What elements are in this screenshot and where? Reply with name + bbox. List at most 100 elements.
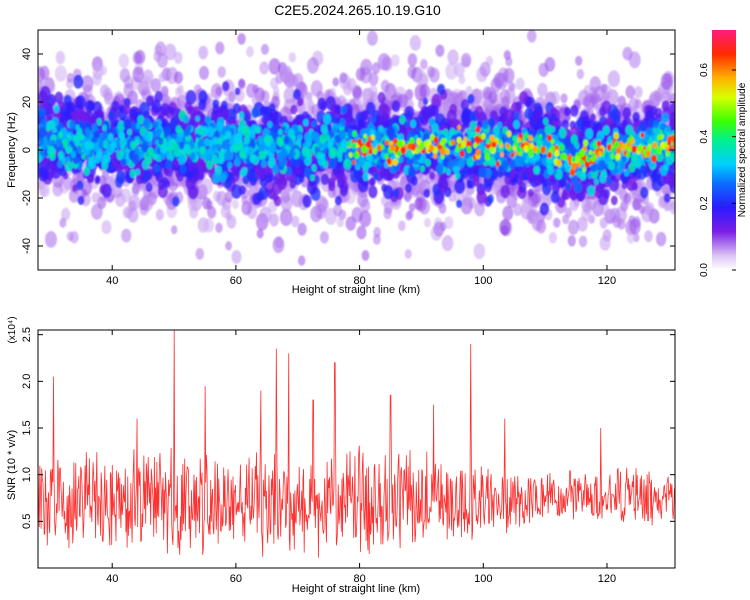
heatmap-cell [663,193,671,203]
heatmap-cell [623,193,632,204]
heatmap-cell [215,222,223,233]
heatmap-cell [173,71,183,84]
heatmap-cell [405,89,414,100]
heatmap-cell [39,65,50,80]
heatmap-cell [293,88,301,100]
heatmap-cell [333,203,343,217]
heatmap-cell [273,195,282,207]
heatmap-cell [128,194,141,211]
heatmap-cell [272,86,280,96]
heatmap-cell [243,113,250,122]
heatmap-cell [75,95,86,109]
heatmap-cell [40,183,51,198]
heatmap-cell [291,215,300,228]
heatmap-cell [160,103,170,116]
heatmap-cell [458,74,466,85]
heatmap-cell [123,104,131,115]
heatmap-cell [632,198,641,211]
heatmap-cell [391,100,401,113]
heatmap-cell [414,197,423,211]
heatmap-cell [268,58,281,75]
heatmap-cell [115,170,126,185]
heatmap-cell [581,197,592,213]
heatmap-cell [132,51,143,65]
heatmap-cell [579,110,589,123]
heatmap-cell [187,170,194,180]
heatmap-cell [476,190,487,204]
heatmap-cell [518,91,529,105]
heatmap-cell [73,74,84,89]
heatmap-cell [258,186,269,201]
heatmap-cell [626,232,635,244]
heatmap-cell [360,198,371,213]
heatmap-cell [472,176,480,187]
heatmap-cell [514,112,520,119]
heatmap-cell [473,243,486,260]
heatmap-cell [241,195,249,205]
heatmap-cell [467,94,475,104]
heatmap-cell [118,104,125,113]
heatmap-cell [272,180,283,195]
heatmap-cell [569,197,580,211]
heatmap-cell [474,105,484,119]
heatmap-cell [355,67,366,82]
heatmap-cell [358,98,368,112]
heatmap-cell [231,199,239,210]
heatmap-cell [96,118,102,126]
heatmap-cell [356,225,367,240]
heatmap-cell [198,90,208,104]
heatmap-cell [230,169,240,183]
heatmap-cell [246,83,257,98]
heatmap-cell [628,215,636,225]
heatmap-cell [504,109,514,123]
heatmap-cell [153,51,162,62]
heatmap-cell [444,216,454,230]
heatmap-cell [196,157,207,171]
heatmap-cell [215,86,223,97]
heatmap-cell [500,184,511,199]
heatmap-cell [550,190,560,204]
heatmap-cell [332,77,340,87]
heatmap-cell [570,105,579,117]
heatmap-cell [177,84,184,94]
heatmap-cell [288,52,296,63]
heatmap-cell [622,46,633,61]
heatmap-cell [453,190,464,204]
heatmap-cell [600,83,608,93]
heatmap-cell [537,82,548,97]
heatmap-cell [319,231,329,244]
heatmap-cell [151,99,162,114]
heatmap-cell [68,188,80,203]
heatmap-cell [123,97,131,108]
heatmap-cell [339,72,348,84]
heatmap-cell [361,250,370,261]
heatmap-cell [310,80,323,97]
heatmap-cell [215,41,225,55]
heatmap-cell [306,2,317,18]
heatmap-cell [381,111,389,122]
heatmap-cell [289,179,297,189]
heatmap-cell [365,101,376,116]
heatmap-cell [621,181,628,190]
heatmap-cell [527,188,534,197]
heatmap-cell [527,30,537,43]
heatmap-cell [380,79,390,93]
heatmap-cell [357,177,369,193]
heatmap-cell [172,196,180,207]
heatmap-cell [404,249,412,259]
heatmap-cell [610,195,618,206]
heatmap-cell [390,54,400,67]
heatmap-cell [252,192,262,206]
heatmap-cell [164,179,171,188]
heatmap-cell [195,248,205,260]
heatmap-cell [464,195,473,206]
heatmap-cell [527,208,536,219]
heatmap-cell [155,209,164,221]
heatmap-cell [334,104,342,115]
heatmap-cell [269,213,279,227]
heatmap-cell [81,180,92,196]
heatmap-cell [607,209,614,219]
heatmap-cell [59,217,67,228]
